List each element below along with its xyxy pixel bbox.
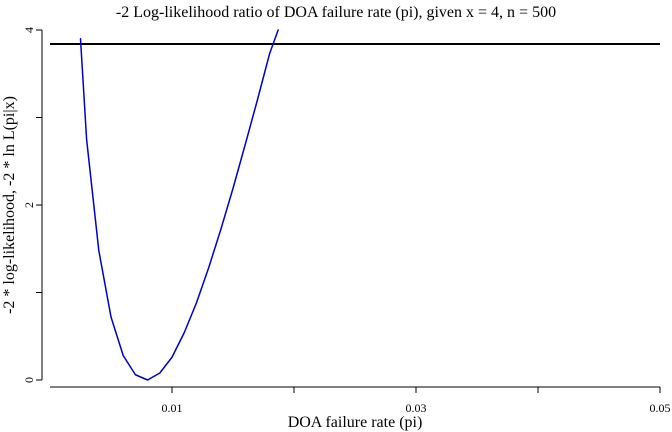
chart-title: -2 Log-likelihood ratio of DOA failure r…	[116, 4, 556, 21]
series-line-0	[79, 29, 279, 381]
x-tick-label-0: 0.01	[162, 401, 183, 415]
x-tick-label-4: 0.05	[650, 401, 671, 415]
x-axis-title: DOA failure rate (pi)	[288, 414, 423, 431]
y-tick-label-4: 4	[22, 27, 36, 33]
plot-area	[50, 29, 660, 381]
axes: 0.01 0.03 0.05 0 2 4	[22, 27, 671, 415]
x-tick-label-2: 0.03	[406, 401, 427, 415]
y-tick-label-2: 2	[22, 202, 36, 208]
y-tick-label-0: 0	[22, 377, 36, 383]
y-axis-title: -2 * log-likelihood, -2 * ln L(pi|x)	[1, 96, 18, 314]
